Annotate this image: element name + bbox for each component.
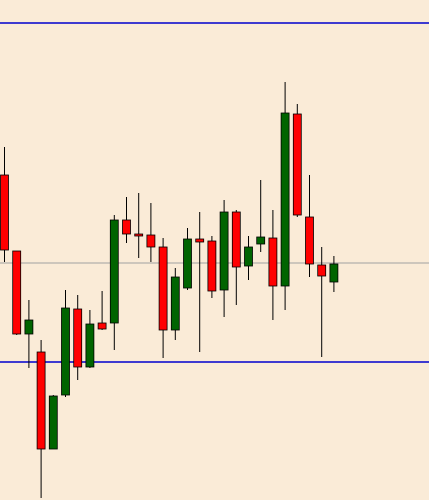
candle-body (292, 113, 302, 216)
candle (146, 203, 156, 262)
candle-body (280, 112, 290, 287)
candle (24, 300, 34, 368)
candle (85, 310, 95, 368)
candle (183, 228, 192, 290)
candle (122, 197, 131, 243)
candle-body (146, 234, 156, 248)
candle-body (158, 246, 168, 331)
candle-body (0, 174, 9, 251)
candle-body (207, 240, 217, 292)
candle-body (268, 237, 278, 287)
candle (61, 290, 70, 397)
candle (109, 215, 119, 350)
candle (329, 256, 339, 292)
candle (97, 291, 107, 330)
candle-body (48, 395, 58, 450)
candle (231, 210, 241, 305)
candles (0, 82, 339, 498)
candle-body (256, 236, 266, 245)
candle (268, 210, 278, 320)
candle-body (195, 238, 205, 243)
candle (292, 104, 302, 217)
candle (73, 295, 83, 380)
candle (317, 247, 327, 357)
candle-body (317, 264, 327, 277)
candle-body (231, 211, 241, 268)
candle (305, 175, 314, 277)
candle (280, 82, 290, 310)
candle-body (24, 319, 34, 335)
candle (12, 250, 22, 335)
candle-body (97, 322, 107, 330)
candle-body (183, 238, 192, 289)
candle (36, 340, 46, 498)
candle-body (109, 219, 119, 324)
candle-body (85, 323, 95, 368)
candle (134, 193, 144, 258)
candle-body (12, 250, 22, 335)
candle-body (170, 276, 180, 331)
candle (219, 200, 229, 317)
candle (244, 236, 253, 280)
candle-body (244, 246, 253, 267)
candle-body (61, 307, 70, 396)
candle (256, 180, 266, 252)
candle-body (329, 263, 339, 283)
candle-body (219, 211, 229, 291)
candle (158, 238, 168, 358)
candle-body (36, 351, 46, 450)
candle-body (122, 219, 131, 235)
candle-body (305, 216, 314, 265)
candle (195, 212, 205, 352)
candle (0, 147, 9, 262)
candle-body (134, 233, 144, 237)
candle (170, 268, 180, 340)
candle (207, 236, 217, 298)
candle-body (73, 308, 83, 368)
candle (48, 395, 58, 450)
